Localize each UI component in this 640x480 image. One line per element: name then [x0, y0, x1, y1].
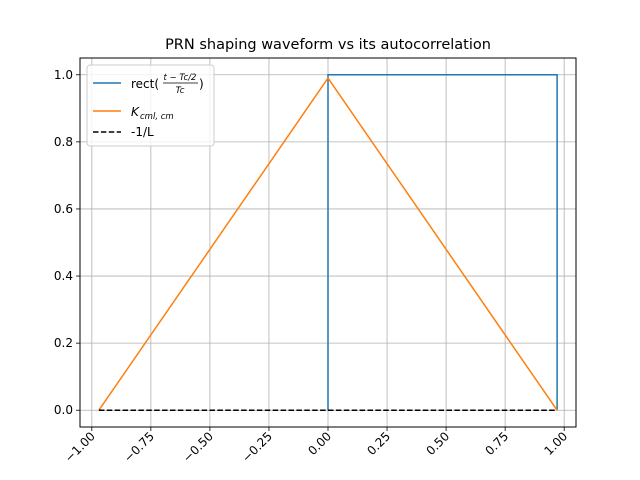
legend-fraction-denominator: Tc	[176, 86, 185, 96]
legend-label-3: -1/L	[131, 125, 154, 139]
legend-fraction-numerator: t − Tc/2	[164, 73, 197, 83]
y-tick-label: 0.4	[54, 269, 73, 283]
series-line-2	[98, 76, 558, 411]
legend-label-close: )	[199, 77, 204, 91]
legend: rect( t − Tc/2 Tc) K cml, cm -1/L	[86, 64, 215, 147]
legend-label-1: rect(	[131, 77, 159, 91]
y-tick-label: 0.2	[54, 336, 73, 350]
y-tick-label: 0.6	[54, 202, 73, 216]
y-tick-label: 0.0	[54, 403, 73, 417]
series-layer	[98, 74, 558, 411]
chart-title: PRN shaping waveform vs its autocorrelat…	[165, 37, 491, 53]
legend-label-2: K	[131, 105, 140, 119]
y-tick-label: 1.0	[54, 68, 73, 82]
series-line-1	[327, 74, 558, 411]
legend-box	[86, 64, 215, 147]
y-tick-label: 0.8	[54, 135, 73, 149]
legend-label-subscript: cml, cm	[140, 112, 174, 122]
